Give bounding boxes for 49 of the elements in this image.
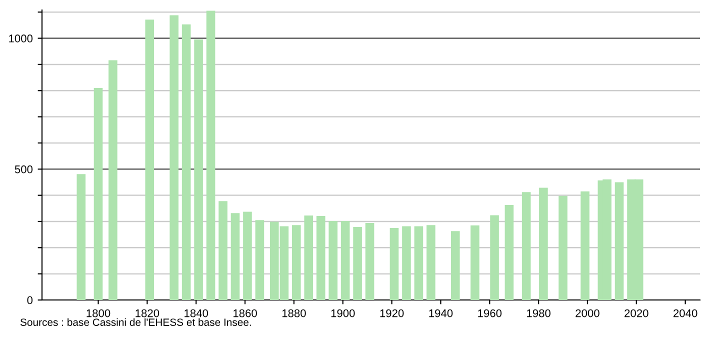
bar [206, 10, 216, 300]
bar [182, 24, 191, 300]
bar [145, 20, 154, 300]
y-tick-label: 0 [27, 296, 33, 304]
x-tick-label: 1900 [331, 309, 355, 318]
bar [316, 216, 326, 300]
bar [402, 226, 411, 300]
x-tick-label: 1820 [136, 309, 160, 318]
x-tick-label: 1940 [429, 309, 453, 318]
x-tick-label: 2000 [576, 309, 600, 318]
y-tick-label: 500 [14, 165, 33, 174]
bar [230, 213, 240, 300]
y-tick-label: 1000 [9, 34, 33, 42]
bar [450, 231, 460, 300]
bar [522, 192, 531, 300]
x-tick-label: 1920 [380, 309, 404, 318]
bar [390, 228, 399, 300]
x-tick-label: 2040 [674, 309, 698, 318]
bar [292, 225, 301, 300]
x-tick-label: 1980 [527, 309, 550, 318]
bar [218, 201, 228, 300]
bar [470, 225, 480, 300]
bar [94, 88, 103, 300]
source-note: Sources : base Cassini de l'EHESS et base Insee. [20, 318, 251, 326]
bar [304, 215, 314, 300]
bar [194, 39, 203, 300]
bar [365, 223, 374, 300]
bar [108, 60, 118, 300]
bar [490, 215, 499, 300]
bar [328, 220, 338, 300]
bar [170, 15, 178, 300]
bar [558, 196, 568, 300]
bar [414, 226, 424, 300]
bar [255, 220, 264, 300]
bar [243, 212, 252, 300]
x-tick-label: 1880 [282, 309, 306, 318]
x-tick-label: 1860 [234, 309, 257, 318]
bar [580, 191, 590, 300]
x-tick-label: 1960 [478, 309, 502, 318]
bar [340, 220, 350, 300]
x-tick-label: 1800 [86, 309, 110, 318]
x-tick-label: 2020 [624, 309, 648, 318]
x-tick-label: 1840 [184, 309, 208, 318]
bar [426, 225, 436, 300]
bar [614, 182, 624, 300]
bar [539, 188, 548, 300]
bar [353, 226, 362, 300]
bar [76, 174, 86, 300]
bar [504, 204, 514, 300]
